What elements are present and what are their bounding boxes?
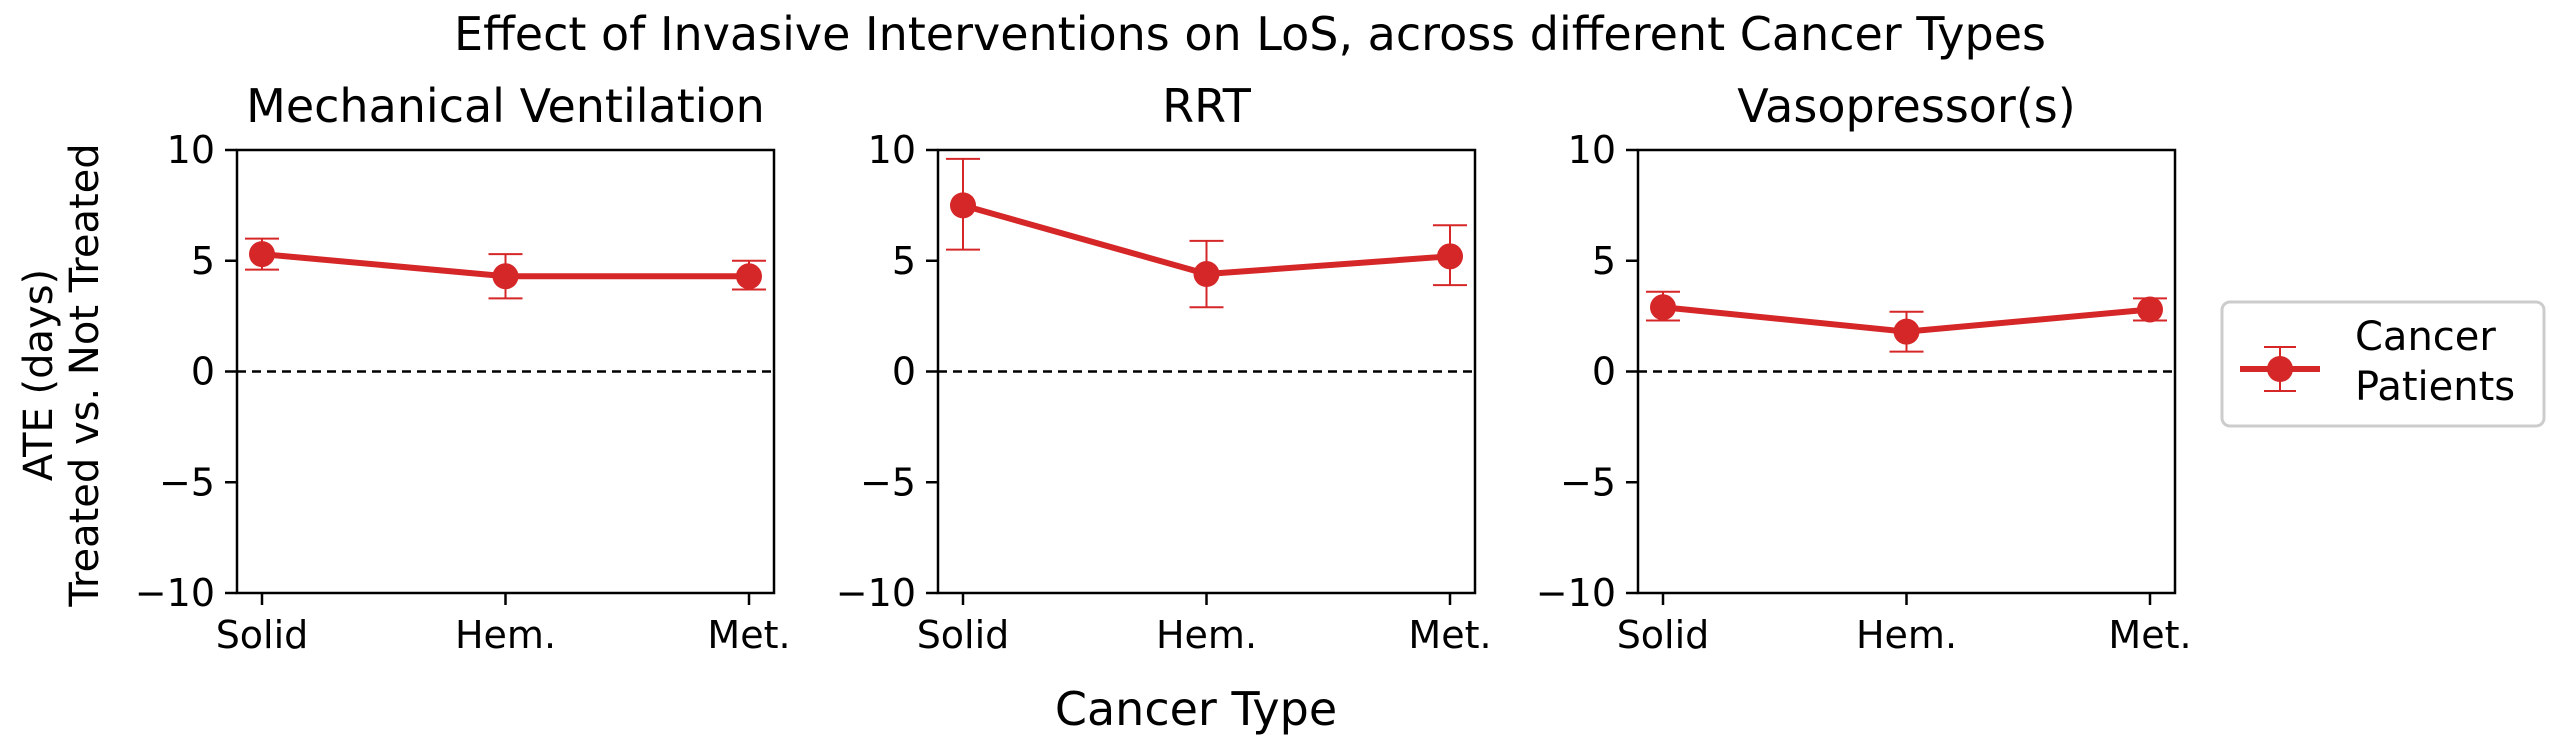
x-axis-label: Cancer Type [1055,682,1337,736]
legend-label-line1: Cancer [2355,314,2496,360]
legend: Cancer Patients [2220,300,2546,428]
y-tick-label: 10 [167,128,215,172]
y-tick-label: −10 [836,571,916,615]
data-point [1650,294,1676,321]
x-tick-label: Solid [917,613,1010,657]
data-point [1437,243,1463,270]
y-tick-label: −10 [135,571,215,615]
x-tick-label: Met. [1408,613,1491,657]
data-point [1193,261,1220,288]
y-tick-label: 5 [892,239,916,283]
data-point [736,263,762,290]
x-tick-label: Solid [1617,613,1710,657]
plot-frame [235,148,776,595]
subplot-title: RRT [1162,79,1252,133]
y-tick-label: −10 [1536,571,1616,615]
subplot-title: Vasopressor(s) [1737,79,2075,133]
y-tick-label: 10 [868,128,916,172]
legend-marker [2267,356,2293,382]
y-tick-label: −5 [860,460,916,504]
x-tick-label: Hem. [1156,613,1257,657]
y-tick-label: 10 [1568,128,1616,172]
legend-label-line2: Patients [2355,364,2515,410]
y-tick-label: −5 [159,460,215,504]
plot-frame [936,148,1477,595]
data-point [2137,296,2163,323]
y-tick-label: 0 [1592,350,1616,394]
subplot-title: Mechanical Ventilation [246,79,765,133]
y-axis-label-line2: Treated vs. Not Treated [62,143,108,607]
data-point [1893,318,1920,345]
x-tick-label: Hem. [455,613,556,657]
legend-frame [2220,300,2546,428]
data-point [492,263,519,290]
y-axis-label: ATE (days) Treated vs. Not Treated [16,143,108,607]
y-tick-label: −5 [1560,460,1616,504]
x-tick-label: Met. [707,613,790,657]
y-tick-label: 0 [191,350,215,394]
data-point [249,241,275,268]
x-tick-label: Hem. [1856,613,1957,657]
figure-title: Effect of Invasive Interventions on LoS,… [454,7,2046,61]
x-tick-label: Met. [2108,613,2191,657]
y-tick-label: 5 [1592,239,1616,283]
y-tick-label: 5 [191,239,215,283]
plot-frame [1636,148,2177,595]
y-tick-label: 0 [892,350,916,394]
x-tick-label: Solid [216,613,309,657]
data-point [950,192,976,219]
y-axis-label-line1: ATE (days) [16,269,62,481]
